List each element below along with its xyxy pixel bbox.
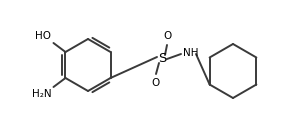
Text: HO: HO — [35, 31, 52, 41]
Text: H₂N: H₂N — [32, 89, 52, 99]
Text: S: S — [158, 53, 166, 66]
Text: NH: NH — [183, 48, 198, 58]
Text: O: O — [164, 31, 172, 41]
Text: O: O — [151, 78, 159, 88]
